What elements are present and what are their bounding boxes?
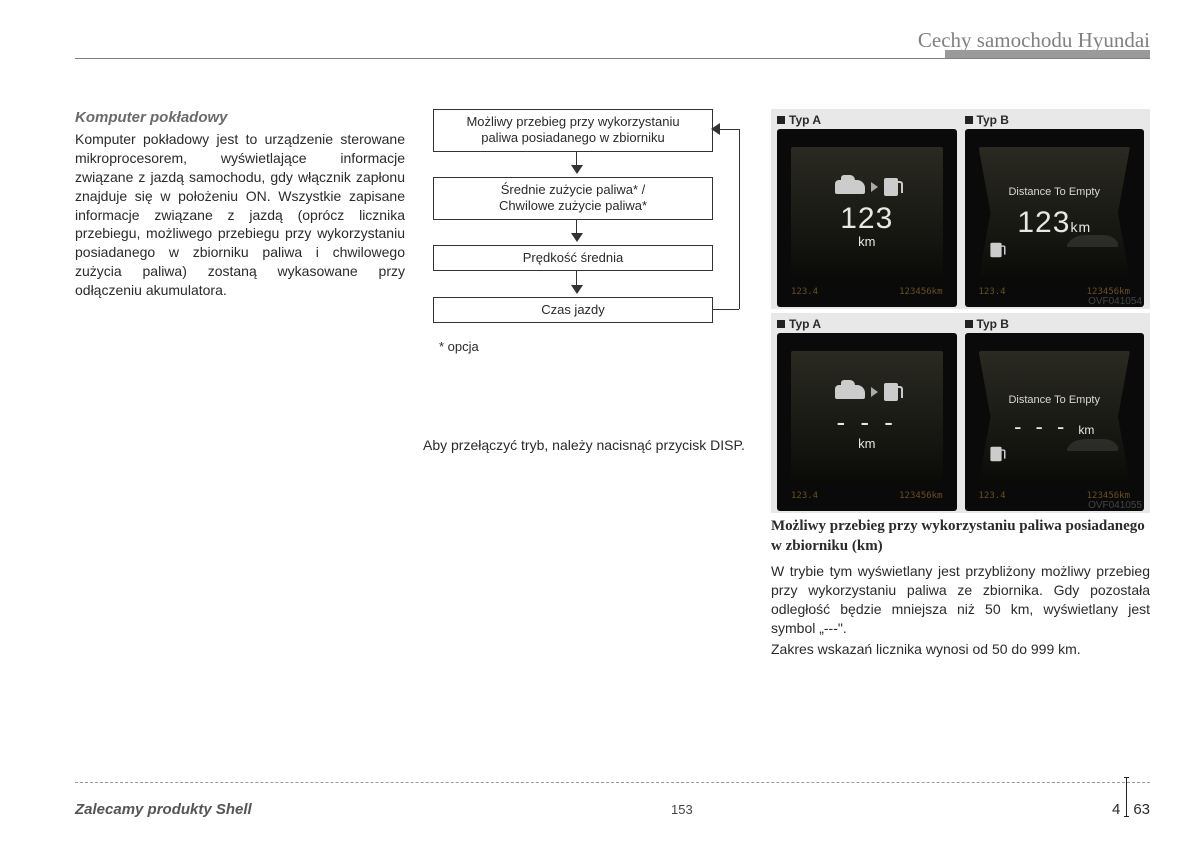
trip-value: 123.4	[791, 491, 818, 501]
panel2-typ-b: Typ B Distance To Empty - - - km	[965, 317, 1145, 511]
cluster-display-a: 123 km 123.4 123456km	[777, 129, 957, 307]
header-accent-bar	[945, 50, 1150, 58]
typ-b-label: Typ B	[965, 113, 1145, 127]
trip-value: 123.4	[979, 491, 1006, 501]
panel1-typ-a: Typ A 123 km	[777, 113, 957, 307]
car-icon	[835, 385, 865, 399]
flow-box-1: Możliwy przebieg przy wykorzystaniu pali…	[433, 109, 713, 152]
dte-value-dashes: - - -	[837, 407, 897, 438]
page-footer: Zalecamy produkty Shell 153 4 63	[0, 782, 1200, 829]
dte-unit: km	[858, 436, 875, 451]
arrow-icon	[871, 182, 878, 192]
flow-box-2-text: Średnie zużycie paliwa* / Chwilowe zużyc…	[499, 182, 647, 213]
panel1-typ-b: Typ B Distance To Empty 123km	[965, 113, 1145, 307]
flow-box-4: Czas jazdy	[433, 297, 713, 323]
dte-dashes: - - -	[1014, 414, 1068, 439]
footer-page-number: 153	[671, 802, 693, 817]
fuel-pump-icon	[884, 383, 898, 401]
dte-label: Distance To Empty	[1008, 394, 1100, 406]
option-note: * opcja	[439, 339, 479, 354]
arrow-down-icon	[571, 165, 583, 174]
dte-icon-row	[835, 383, 898, 401]
loop-line	[739, 129, 740, 309]
section-title: Komputer pokładowy	[75, 109, 405, 126]
cluster-display-b: Distance To Empty 123km 123.4 123456km	[965, 129, 1145, 307]
arrow-left-icon	[711, 123, 720, 135]
arrow-down-icon	[571, 285, 583, 294]
display-panel-2: Typ A - - - km	[771, 313, 1150, 513]
odo-value: 123456km	[899, 491, 942, 501]
cluster-footer: 123.4 123456km	[791, 283, 943, 301]
description-2: Zakres wskazań licznika wynosi od 50 do …	[771, 640, 1150, 659]
arrow-stem	[576, 151, 577, 165]
arrow-icon	[871, 387, 878, 397]
cluster-footer: 123.4 123456km	[791, 487, 943, 505]
body-paragraph: Komputer pokładowy jest to urządzenie st…	[75, 130, 405, 300]
page-in-chapter: 63	[1133, 801, 1150, 818]
manual-page: Cechy samochodu Hyundai Komputer pokłado…	[0, 0, 1200, 847]
flow-box-1-text: Możliwy przebieg przy wykorzystaniu pali…	[466, 114, 679, 145]
fuel-pump-icon	[884, 178, 898, 196]
separator-icon	[1126, 777, 1127, 817]
chapter-number: 4	[1112, 801, 1120, 818]
column-3: Typ A 123 km	[771, 109, 1150, 658]
arrow-stem	[576, 219, 577, 233]
display-panel-1: Typ A 123 km	[771, 109, 1150, 309]
column-1: Komputer pokładowy Komputer pokładowy je…	[75, 109, 405, 658]
car-side-icon	[1062, 431, 1122, 455]
dte-unit: km	[858, 234, 875, 249]
loop-line	[713, 309, 739, 310]
typ-a-label: Typ A	[777, 317, 957, 331]
footer-rule	[75, 782, 1150, 783]
figure-code: OVF041054	[1088, 296, 1142, 307]
page-header: Cechy samochodu Hyundai	[75, 28, 1150, 59]
cluster-display-a: - - - km 123.4 123456km	[777, 333, 957, 511]
typ-b-label: Typ B	[965, 317, 1145, 331]
figure-code: OVF041055	[1088, 500, 1142, 511]
car-side-icon	[1062, 227, 1122, 251]
dte-icon-row	[835, 178, 898, 196]
arrow-stem	[576, 271, 577, 285]
typ-a-label: Typ A	[777, 113, 957, 127]
footer-chapter-page: 4 63	[1112, 789, 1150, 829]
cluster-display-b: Distance To Empty - - - km 123.4 123456k…	[965, 333, 1145, 511]
header-title: Cechy samochodu Hyundai	[918, 28, 1150, 52]
content-columns: Komputer pokładowy Komputer pokładowy je…	[75, 109, 1150, 658]
fuel-pump-icon	[989, 445, 1003, 463]
trip-value: 123.4	[979, 287, 1006, 297]
fuel-pump-icon	[989, 241, 1003, 259]
dte-value: 123	[840, 202, 893, 236]
column-2: Możliwy przebieg przy wykorzystaniu pali…	[423, 109, 753, 658]
flow-box-3: Prędkość średnia	[433, 245, 713, 271]
car-icon	[835, 180, 865, 194]
odo-value: 123456km	[899, 287, 942, 297]
panel2-typ-a: Typ A - - - km	[777, 317, 957, 511]
header-rule	[75, 58, 1150, 59]
footer-brand-note: Zalecamy produkty Shell	[75, 801, 252, 818]
loop-line	[719, 129, 739, 130]
flow-box-2: Średnie zużycie paliwa* / Chwilowe zużyc…	[433, 177, 713, 220]
description-1: W trybie tym wyświetlany jest przybliżon…	[771, 562, 1150, 638]
dte-label: Distance To Empty	[1008, 186, 1100, 198]
arrow-down-icon	[571, 233, 583, 242]
trip-value: 123.4	[791, 287, 818, 297]
flow-diagram: Możliwy przebieg przy wykorzystaniu pali…	[423, 109, 753, 399]
switch-instruction: Aby przełączyć tryb, należy nacisnąć prz…	[423, 437, 753, 453]
subsection-heading: Możliwy przebieg przy wykorzystaniu pali…	[771, 517, 1150, 556]
